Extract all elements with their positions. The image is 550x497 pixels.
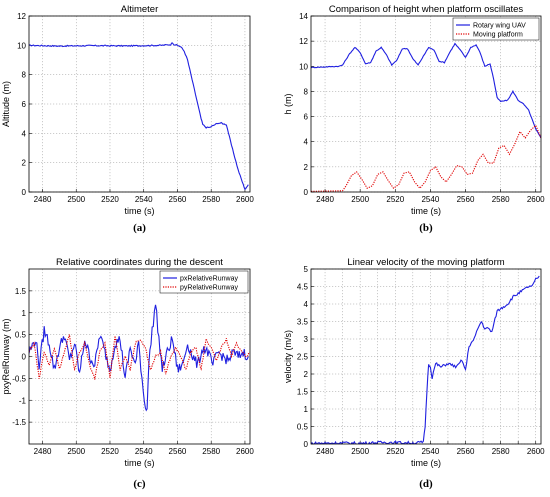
x-tick-label: 2480 xyxy=(34,447,52,456)
legend: pxRelativeRunway pyRelativeRunway xyxy=(159,270,249,294)
plot-frame xyxy=(28,268,251,445)
x-tick-label: 2540 xyxy=(135,195,153,204)
x-tick-label: 2560 xyxy=(457,447,475,456)
series-line-d xyxy=(311,275,540,444)
y-tick-label: 2.5 xyxy=(297,353,309,362)
y-axis-label: h (m) xyxy=(283,94,293,115)
y-tick-label: 10 xyxy=(17,41,26,50)
x-axis-label: time (s) xyxy=(411,458,441,468)
y-tick-label: 6 xyxy=(304,113,309,122)
x-tick-label: 2520 xyxy=(386,195,404,204)
x-tick-label: 2520 xyxy=(101,447,119,456)
chart-title: Altimeter xyxy=(121,4,158,15)
x-tick-label: 2560 xyxy=(169,195,187,204)
x-tick-label: 2520 xyxy=(101,195,119,204)
y-tick-label: 10 xyxy=(299,62,308,71)
x-tick-label: 2540 xyxy=(421,447,439,456)
series-line-pxrelativerunway xyxy=(29,304,249,412)
y-tick-label: 4.5 xyxy=(297,283,309,292)
y-tick-label: 2 xyxy=(22,159,27,168)
series-line-rotary-wing-uav xyxy=(311,42,541,139)
y-tick-label: 0 xyxy=(304,440,309,449)
x-tick-label: 2500 xyxy=(351,447,369,456)
x-tick-label: 2540 xyxy=(421,195,439,204)
y-tick-label: -1 xyxy=(19,396,27,405)
y-tick-label: 8 xyxy=(304,87,309,96)
chart-panel-b: 2480 2500 2520 2540 2560 2580 2600 0 2 4 6 8 10 12 14 C… xyxy=(283,4,545,234)
chart-panel-d: 2480 2500 2520 2540 2560 2580 2600 0 0.5 1 1.5 2 2.5… xyxy=(283,257,545,490)
x-axis-label: time (s) xyxy=(411,206,441,216)
legend-box xyxy=(159,270,249,294)
chart-title: Relative coordinates during the descent xyxy=(56,257,223,268)
panel-caption: (b) xyxy=(419,222,433,234)
legend-entry: Rotary wing UAV xyxy=(473,23,526,30)
x-tick-label: 2560 xyxy=(457,195,475,204)
chart-title: Comparison of height when platform oscil… xyxy=(329,4,524,15)
x-tick-label: 2500 xyxy=(67,447,85,456)
y-tick-label: 4 xyxy=(22,129,27,138)
y-tick-label: 1 xyxy=(22,309,27,318)
chart-panel-c: 2480 2500 2520 2540 2560 2580 2600 -1.5 -1 -0.5 0 0… xyxy=(1,257,254,490)
y-tick-label: 0.5 xyxy=(297,423,309,432)
y-tick-label: 12 xyxy=(17,12,26,21)
y-tick-label: 8 xyxy=(22,71,27,80)
panel-caption: (c) xyxy=(133,478,146,490)
legend-box xyxy=(452,17,540,41)
y-tick-label: 14 xyxy=(299,12,308,21)
legend-entry: pxRelativeRunway xyxy=(180,276,238,283)
x-tick-label: 2580 xyxy=(202,447,220,456)
y-axis-label: Altitude (m) xyxy=(1,81,11,127)
x-tick-label: 2500 xyxy=(351,195,369,204)
legend-entry: pyRelativeRunway xyxy=(180,285,238,292)
legend-entry: Moving platform xyxy=(473,32,523,39)
chart-panel-a: 2480 2500 2520 2540 2560 2580 2600 0 2 4 6 8 10 12 Alt… xyxy=(1,4,254,234)
x-tick-label: 2540 xyxy=(135,447,153,456)
x-tick-label: 2600 xyxy=(527,447,545,456)
x-axis-label: time (s) xyxy=(125,206,155,216)
plot-frame xyxy=(310,15,542,193)
y-tick-label: 5 xyxy=(304,265,309,274)
x-tick-label: 2500 xyxy=(67,195,85,204)
y-tick-label: 1 xyxy=(304,405,309,414)
y-tick-label: 0 xyxy=(22,353,27,362)
y-tick-label: 1.5 xyxy=(15,287,27,296)
chart-title: Linear velocity of the moving platform xyxy=(347,257,504,268)
x-tick-label: 2580 xyxy=(492,195,510,204)
x-tick-label: 2580 xyxy=(202,195,220,204)
x-tick-label: 2480 xyxy=(34,195,52,204)
legend: Rotary wing UAV Moving platform xyxy=(452,17,540,41)
y-tick-label: 3 xyxy=(304,335,309,344)
x-tick-label: 2560 xyxy=(169,447,187,456)
y-tick-label: 4 xyxy=(304,138,309,147)
y-tick-label: -0.5 xyxy=(12,374,26,383)
y-tick-label: 6 xyxy=(22,100,27,109)
y-tick-label: 4 xyxy=(304,300,309,309)
y-tick-label: -1.5 xyxy=(12,418,26,427)
x-tick-label: 2600 xyxy=(527,195,545,204)
y-tick-label: 2 xyxy=(304,370,309,379)
x-axis-label: time (s) xyxy=(125,458,155,468)
series-line-moving-platform xyxy=(311,124,541,192)
panel-caption: (a) xyxy=(133,222,146,234)
x-tick-label: 2580 xyxy=(492,447,510,456)
x-tick-label: 2480 xyxy=(316,195,334,204)
y-tick-label: 1.5 xyxy=(297,388,309,397)
y-axis-label: pxyRelRunway (m) xyxy=(1,318,11,394)
y-tick-label: 2 xyxy=(304,163,309,172)
panel-caption: (d) xyxy=(419,478,433,490)
x-tick-label: 2600 xyxy=(236,447,254,456)
y-axis-label: velocity (m/s) xyxy=(283,330,293,383)
plot-frame xyxy=(310,268,542,445)
y-tick-label: 0.5 xyxy=(15,331,27,340)
y-tick-label: 0 xyxy=(304,188,309,197)
x-tick-label: 2520 xyxy=(386,447,404,456)
y-tick-label: 12 xyxy=(299,37,308,46)
y-tick-label: 0 xyxy=(22,188,27,197)
x-tick-label: 2600 xyxy=(236,195,254,204)
x-tick-label: 2480 xyxy=(316,447,334,456)
y-tick-label: 3.5 xyxy=(297,318,309,327)
plot-frame xyxy=(28,15,251,193)
series-line-a xyxy=(29,42,249,191)
